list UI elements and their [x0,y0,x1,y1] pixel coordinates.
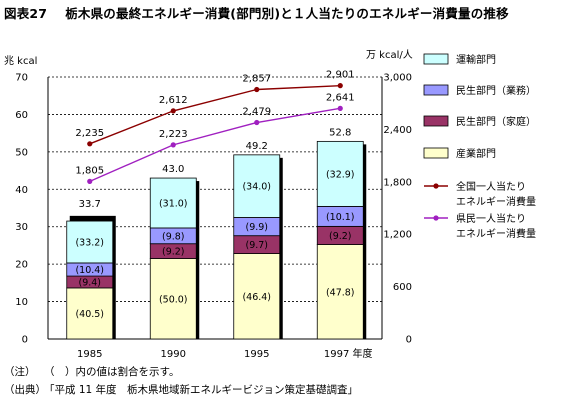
bar-total-label: 43.0 [162,164,184,175]
line-point-prefecture_line [254,119,260,126]
left-axis-label: 兆 kcal [4,55,37,67]
source-text: 「平成 11 年度 栃木県地域新エネルギービジョン策定基礎調査」 [44,384,359,396]
segment-share-label: (9.7) [245,240,268,251]
right-axis-label: 万 kcal/人 [366,49,413,61]
line-point-national_line [254,86,260,93]
bar-segment-industry [66,287,114,340]
chart-title: 図表27 栃木県の最終エネルギー消費(部門別)と１人当たりのエネルギー消費量の推移 [4,3,509,22]
segment-share-label: (9.2) [162,247,185,258]
segment-share-label: (9.2) [329,231,352,242]
line-value-label: 2,235 [75,128,104,139]
right-tick-label: 3,000 [383,73,412,84]
segment-share-label: (31.0) [159,199,188,210]
x-tick-label: 1997 年度 [324,347,373,360]
legend-label-industry: 産業部門 [456,147,496,160]
right-tick-label: 0 [406,335,412,346]
line-point-prefecture_line [87,178,93,184]
line-point-national_line [170,108,176,114]
segment-share-label: (9.8) [162,231,185,242]
x-tick-label: 1990 [161,349,186,360]
note-text: （ ）内の値は割合を示す。 [44,366,180,378]
note-line: （注） （ ）内の値は割合を示す。 [4,364,179,379]
bar-segment-transport [66,220,114,264]
left-tick-label: 0 [22,335,28,346]
legend-label-prefecture_line: 県民一人当たりエネルギー消費量 [456,212,536,240]
right-tick-label: 2,400 [383,125,412,136]
segment-share-label: (9.4) [78,277,101,288]
segment-share-label: (50.0) [159,294,188,305]
legend-marker-national_line [433,183,439,189]
line-value-label: 1,805 [75,165,104,176]
bar-segment-transport [233,154,281,218]
line-value-label: 2,857 [242,73,271,84]
segment-share-label: (33.2) [75,238,104,249]
segment-share-label: (10.4) [75,265,104,276]
line-point-national_line [337,83,343,89]
line-value-label: 2,612 [159,95,188,106]
legend-swatch-residential_business [423,84,449,96]
line-point-national_line [87,141,93,147]
title-text: 栃木県の最終エネルギー消費(部門別)と１人当たりのエネルギー消費量の推移 [65,6,509,21]
legend-swatch-transport [423,53,449,65]
x-tick-label: 1995 [244,349,269,360]
legend-swatch-industry [423,147,449,159]
segment-share-label: (9.9) [245,222,268,233]
bar-total-label: 52.8 [329,127,351,138]
bar-segment-industry [233,253,281,340]
bar-segment-transport [316,140,364,207]
bar-segment-industry [149,258,197,340]
left-tick-label: 50 [15,147,28,158]
bar-segment-industry [316,244,364,340]
right-tick-label: 1,800 [383,177,412,188]
left-tick-label: 40 [15,185,28,196]
bar-total-label: 49.2 [246,141,268,152]
right-tick-label: 600 [393,282,412,293]
figure-number: 図表27 [4,6,48,21]
source-line: （出典）「平成 11 年度 栃木県地域新エネルギービジョン策定基礎調査」 [4,382,358,397]
left-tick-label: 60 [15,110,28,121]
line-series-prefecture_line [89,107,341,183]
segment-share-label: (34.0) [242,182,271,193]
line-value-label: 2,641 [326,92,355,103]
legend-label-national_line: 全国一人当たりエネルギー消費量 [456,180,536,208]
x-tick-label: 1985 [77,349,102,360]
line-value-label: 2,901 [326,70,355,81]
left-tick-label: 10 [15,297,28,308]
right-tick-label: 1,200 [383,230,412,241]
left-tick-label: 20 [15,260,28,271]
line-series-national_line [89,84,341,145]
line-value-label: 2,223 [159,129,188,140]
line-point-prefecture_line [170,142,176,148]
segment-share-label: (32.9) [326,169,355,180]
segment-share-label: (46.4) [242,292,271,303]
left-tick-label: 70 [15,73,28,84]
legend-swatch-residential_home [423,115,449,127]
line-point-prefecture_line [337,105,343,111]
segment-share-label: (10.1) [326,212,355,223]
segment-share-label: (40.5) [75,309,104,320]
line-value-label: 2,479 [242,107,271,118]
segment-share-label: (47.8) [326,287,355,298]
bar-segment-transport [149,177,197,229]
bar-total-label: 33.7 [79,199,101,210]
left-tick-label: 30 [15,222,28,233]
legend-label-transport: 運輸部門 [456,53,496,66]
legend-label-residential_home: 民生部門（家庭） [456,115,536,128]
legend-marker-prefecture_line [433,215,439,221]
legend-label-residential_business: 民生部門（業務） [456,84,536,97]
source-label: （出典） [4,384,46,396]
note-label: （注） [4,366,36,378]
